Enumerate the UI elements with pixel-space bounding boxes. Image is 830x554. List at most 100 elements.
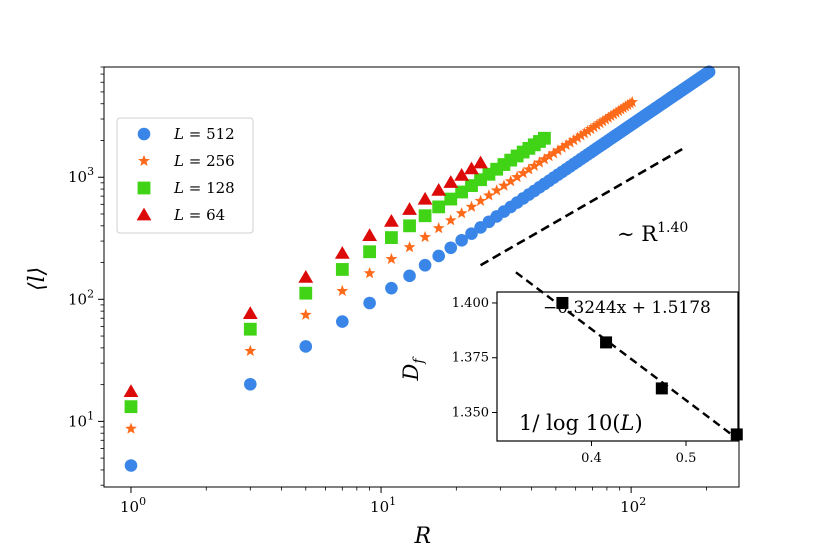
inset-data-point: [655, 382, 668, 395]
data-point: [474, 194, 487, 206]
y-axis-label: ⟨l⟩: [25, 267, 50, 291]
data-point: [363, 296, 376, 310]
data-point: [490, 184, 503, 196]
data-point: [522, 163, 535, 175]
data-point: [123, 384, 139, 398]
legend-marker: [137, 127, 151, 141]
inset-fit-label: −0.3244x + 1.5178: [543, 298, 711, 318]
legend-label: L = 128: [173, 179, 235, 197]
data-point: [244, 344, 257, 357]
data-point: [242, 306, 258, 319]
data-point: [556, 141, 569, 153]
data-point: [384, 213, 399, 227]
inset-data-point: [600, 336, 613, 349]
data-point: [588, 120, 600, 133]
data-point: [605, 109, 617, 122]
data-point: [599, 113, 612, 125]
data-point: [547, 147, 560, 159]
inset-y-tick-label: 1.350: [452, 406, 489, 421]
data-point: [543, 150, 556, 162]
power-law-guide-line: [479, 147, 683, 267]
data-point: [483, 189, 495, 201]
data-point: [385, 281, 398, 295]
y-tick-label: 103: [68, 165, 94, 186]
data-point: [444, 241, 458, 255]
inset-y-tick-label: 1.375: [452, 351, 489, 366]
data-point: [498, 179, 510, 191]
inset-fit-line: [515, 271, 740, 442]
data-point: [363, 245, 377, 259]
data-point: [455, 207, 468, 219]
x-tick-label: 101: [370, 495, 396, 516]
data-point: [124, 400, 138, 414]
inset-x-tick-label: 0.5: [676, 451, 697, 466]
data-point: [418, 209, 432, 223]
data-point: [363, 267, 376, 279]
data-point: [362, 228, 378, 241]
data-point: [417, 191, 433, 205]
data-point: [432, 200, 446, 214]
data-point: [455, 234, 468, 247]
data-point: [385, 231, 398, 244]
data-point: [444, 214, 457, 226]
data-point: [552, 144, 564, 156]
data-point: [596, 115, 609, 127]
data-point: [591, 118, 603, 131]
legend-marker: [136, 207, 152, 221]
data-point: [571, 131, 584, 143]
data-point: [243, 377, 257, 391]
data-point: [593, 117, 606, 129]
x-tick-label: 102: [620, 495, 646, 516]
data-point: [243, 322, 257, 336]
data-point: [564, 136, 576, 148]
x-axis-label: R: [414, 524, 432, 549]
data-point: [465, 200, 478, 212]
data-point: [533, 156, 546, 168]
data-point: [419, 230, 431, 243]
data-point: [335, 263, 349, 276]
legend-label: L = 64: [173, 206, 225, 224]
data-point: [431, 183, 447, 196]
data-point: [578, 127, 591, 139]
data-point: [575, 129, 587, 141]
data-point: [432, 222, 445, 234]
data-point: [336, 284, 349, 297]
data-point: [402, 202, 417, 215]
data-point: [464, 161, 479, 175]
plot-frame: [103, 66, 740, 488]
data-point: [702, 65, 716, 79]
data-point: [581, 124, 594, 137]
data-point: [444, 192, 458, 206]
y-tick-label: 101: [68, 409, 94, 430]
data-point: [560, 138, 573, 151]
inset-frame: [496, 291, 739, 442]
data-point: [511, 170, 524, 183]
y-tick-label: 102: [68, 287, 94, 308]
data-point: [528, 159, 541, 171]
legend-label: L = 256: [173, 152, 235, 170]
data-point: [298, 269, 314, 283]
legend-label: L = 512: [173, 125, 235, 143]
guide-label: ∼ R1.40: [617, 220, 688, 246]
data-point: [567, 133, 580, 146]
legend-box: [116, 117, 254, 234]
data-point: [403, 241, 416, 253]
data-point: [124, 459, 138, 472]
inset-data-point: [556, 296, 569, 309]
data-point: [504, 175, 517, 187]
inset-data-point: [730, 428, 743, 441]
data-point: [125, 422, 137, 434]
data-point: [584, 122, 597, 135]
legend-marker: [137, 181, 151, 195]
data-point: [418, 258, 432, 272]
data-point: [299, 340, 313, 353]
inset-y-label: Df: [399, 356, 427, 382]
data-point: [385, 252, 398, 265]
data-point: [538, 153, 551, 165]
inset-x-tick-label: 0.4: [581, 451, 602, 466]
legend-marker: [138, 154, 150, 167]
data-point: [454, 168, 470, 181]
x-tick-label: 100: [120, 495, 146, 516]
data-point: [465, 227, 478, 240]
